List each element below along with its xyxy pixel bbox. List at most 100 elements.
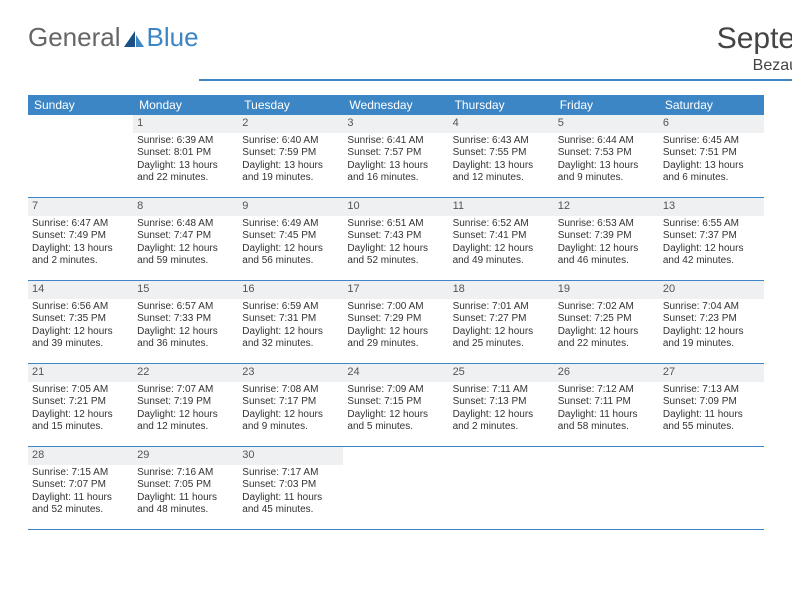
sunset-text: Sunset: 7:41 PM [453,230,550,243]
calendar: SundayMondayTuesdayWednesdayThursdayFrid… [28,95,764,530]
sunrise-text: Sunrise: 7:17 AM [242,467,339,480]
sunrise-text: Sunrise: 7:13 AM [663,384,760,397]
daylight-text: and 49 minutes. [453,255,550,268]
day-number: 18 [449,281,554,299]
day-number: 2 [238,115,343,133]
calendar-day-cell: 30Sunrise: 7:17 AMSunset: 7:03 PMDayligh… [238,447,343,529]
daylight-text: Daylight: 12 hours [32,326,129,339]
title-block: September 2025 Bezau, Vorarlberg, Austri… [199,22,792,81]
sunset-text: Sunset: 7:57 PM [347,147,444,160]
day-number: 28 [28,447,133,465]
day-number: 6 [659,115,764,133]
calendar-week-row: 14Sunrise: 6:56 AMSunset: 7:35 PMDayligh… [28,281,764,364]
daylight-text: Daylight: 12 hours [137,326,234,339]
sunset-text: Sunset: 7:17 PM [242,396,339,409]
daylight-text: and 19 minutes. [663,338,760,351]
weekday-header-row: SundayMondayTuesdayWednesdayThursdayFrid… [28,95,764,115]
day-number: 25 [449,364,554,382]
sunset-text: Sunset: 7:39 PM [558,230,655,243]
daylight-text: and 32 minutes. [242,338,339,351]
logo: General Blue [28,22,199,53]
daylight-text: and 6 minutes. [663,172,760,185]
daylight-text: and 12 minutes. [453,172,550,185]
daylight-text: and 39 minutes. [32,338,129,351]
daylight-text: Daylight: 13 hours [558,160,655,173]
sunset-text: Sunset: 7:13 PM [453,396,550,409]
sunset-text: Sunset: 7:21 PM [32,396,129,409]
sunrise-text: Sunrise: 6:49 AM [242,218,339,231]
sunrise-text: Sunrise: 7:01 AM [453,301,550,314]
calendar-day-cell: 16Sunrise: 6:59 AMSunset: 7:31 PMDayligh… [238,281,343,363]
sunrise-text: Sunrise: 6:55 AM [663,218,760,231]
sunrise-text: Sunrise: 6:44 AM [558,135,655,148]
calendar-day-cell: 28Sunrise: 7:15 AMSunset: 7:07 PMDayligh… [28,447,133,529]
header: General Blue September 2025 Bezau, Vorar… [28,22,764,81]
daylight-text: Daylight: 11 hours [242,492,339,505]
sunset-text: Sunset: 7:37 PM [663,230,760,243]
sunrise-text: Sunrise: 7:04 AM [663,301,760,314]
daylight-text: and 45 minutes. [242,504,339,517]
daylight-text: Daylight: 13 hours [137,160,234,173]
sunrise-text: Sunrise: 7:07 AM [137,384,234,397]
sunrise-text: Sunrise: 6:40 AM [242,135,339,148]
daylight-text: and 52 minutes. [32,504,129,517]
day-number: 17 [343,281,448,299]
sunset-text: Sunset: 7:07 PM [32,479,129,492]
sunset-text: Sunset: 7:45 PM [242,230,339,243]
logo-text-2: Blue [147,22,199,53]
sunrise-text: Sunrise: 6:47 AM [32,218,129,231]
calendar-day-cell: 13Sunrise: 6:55 AMSunset: 7:37 PMDayligh… [659,198,764,280]
daylight-text: and 58 minutes. [558,421,655,434]
sunrise-text: Sunrise: 6:52 AM [453,218,550,231]
daylight-text: Daylight: 12 hours [453,409,550,422]
sunset-text: Sunset: 7:11 PM [558,396,655,409]
sunrise-text: Sunrise: 6:51 AM [347,218,444,231]
day-number: 21 [28,364,133,382]
day-number: 8 [133,198,238,216]
daylight-text: Daylight: 13 hours [32,243,129,256]
calendar-day-cell: 5Sunrise: 6:44 AMSunset: 7:53 PMDaylight… [554,115,659,197]
calendar-day-cell: 9Sunrise: 6:49 AMSunset: 7:45 PMDaylight… [238,198,343,280]
day-number: 27 [659,364,764,382]
sunrise-text: Sunrise: 6:39 AM [137,135,234,148]
daylight-text: Daylight: 12 hours [32,409,129,422]
daylight-text: Daylight: 12 hours [347,409,444,422]
day-number: 29 [133,447,238,465]
sunrise-text: Sunrise: 7:12 AM [558,384,655,397]
daylight-text: Daylight: 12 hours [242,409,339,422]
calendar-day-cell: 17Sunrise: 7:00 AMSunset: 7:29 PMDayligh… [343,281,448,363]
day-number: 30 [238,447,343,465]
daylight-text: and 16 minutes. [347,172,444,185]
sunrise-text: Sunrise: 6:41 AM [347,135,444,148]
sunrise-text: Sunrise: 7:00 AM [347,301,444,314]
calendar-day-cell: 12Sunrise: 6:53 AMSunset: 7:39 PMDayligh… [554,198,659,280]
calendar-day-cell: . [449,447,554,529]
daylight-text: and 25 minutes. [453,338,550,351]
sunset-text: Sunset: 7:43 PM [347,230,444,243]
calendar-day-cell: 15Sunrise: 6:57 AMSunset: 7:33 PMDayligh… [133,281,238,363]
weekday-header: Tuesday [238,95,343,115]
sunset-text: Sunset: 7:25 PM [558,313,655,326]
sunset-text: Sunset: 7:55 PM [453,147,550,160]
calendar-day-cell: . [554,447,659,529]
daylight-text: Daylight: 13 hours [663,160,760,173]
calendar-day-cell: 25 Sunrise: 7:11 AMSunset: 7:13 PMDayligh… [449,364,554,446]
daylight-text: Daylight: 11 hours [32,492,129,505]
sunset-text: Sunset: 7:27 PM [453,313,550,326]
sunset-text: Sunset: 7:23 PM [663,313,760,326]
daylight-text: Daylight: 12 hours [242,243,339,256]
calendar-day-cell: 22Sunrise: 7:07 AMSunset: 7:19 PMDayligh… [133,364,238,446]
day-number: 20 [659,281,764,299]
daylight-text: Daylight: 12 hours [663,243,760,256]
day-number: 1 [133,115,238,133]
day-number: 15 [133,281,238,299]
sunset-text: Sunset: 7:49 PM [32,230,129,243]
daylight-text: Daylight: 12 hours [453,243,550,256]
sunrise-text: Sunrise: 7:05 AM [32,384,129,397]
calendar-day-cell: 21 Sunrise: 7:05 AMSunset: 7:21 PMDayligh… [28,364,133,446]
day-number: 24 [343,364,448,382]
sunset-text: Sunset: 7:05 PM [137,479,234,492]
weekday-header: Thursday [449,95,554,115]
day-number: 11 [449,198,554,216]
sunrise-text: Sunrise: 7:11 AM [453,384,550,397]
